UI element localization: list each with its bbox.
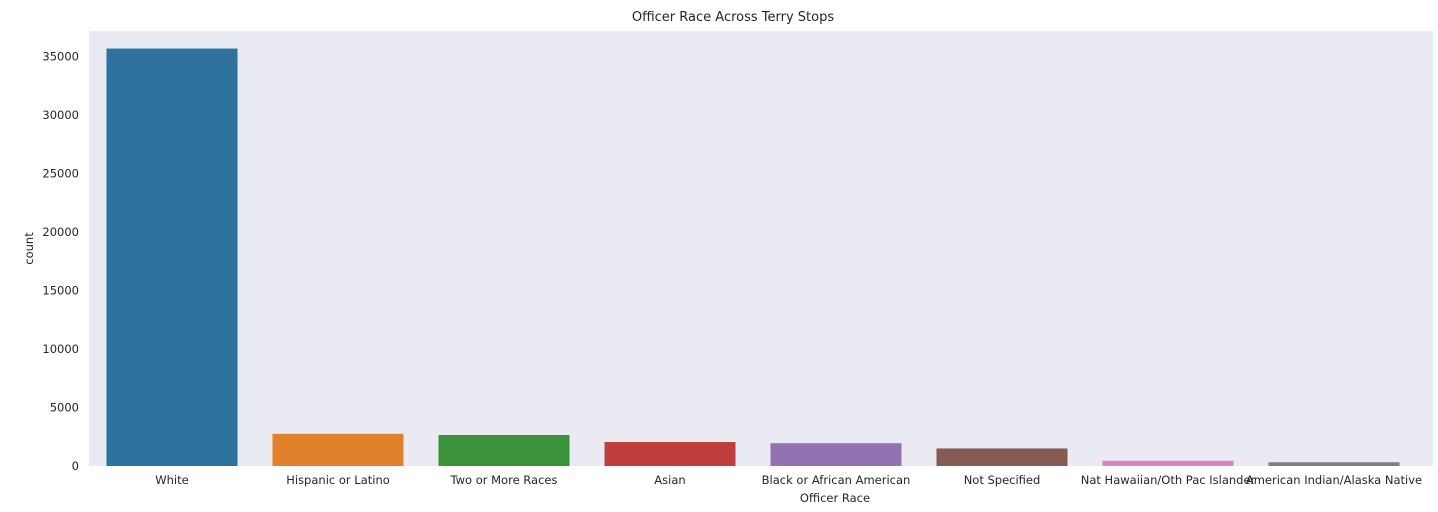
y-tick-label: 25000 (42, 167, 79, 181)
x-tick-label: Asian (654, 473, 685, 487)
bar-not-specified (936, 448, 1068, 466)
y-axis-label: count (22, 232, 36, 265)
bar-asian (604, 442, 736, 466)
bar-white (106, 48, 238, 467)
x-tick-label: Not Specified (964, 473, 1041, 487)
x-tick-label: Hispanic or Latino (286, 473, 390, 487)
x-tick-label: Two or More Races (450, 473, 558, 487)
y-tick-label: 35000 (42, 50, 79, 64)
y-tick-label: 15000 (42, 284, 79, 298)
x-tick-label: Black or African American (762, 473, 911, 487)
y-tick-label: 5000 (50, 401, 79, 415)
bar-black-or-african-american (770, 443, 902, 466)
y-tick-label: 30000 (42, 108, 79, 122)
bar-hispanic-or-latino (272, 433, 404, 466)
y-axis-ticks: 0 5000 10000 15000 20000 25000 30000 35000 (42, 50, 79, 473)
y-tick-label: 0 (72, 459, 79, 473)
x-axis-label: Officer Race (800, 491, 870, 505)
y-tick-label: 20000 (42, 225, 79, 239)
y-tick-label: 10000 (42, 342, 79, 356)
bar-two-or-more-races (438, 435, 570, 466)
x-tick-label: American Indian/Alaska Native (1246, 473, 1422, 487)
bar-nat-hawaiian-oth-pac-islander (1102, 460, 1234, 466)
bar-american-indian-alaska-native (1268, 462, 1400, 466)
x-axis-ticks: White Hispanic or Latino Two or More Races… (155, 473, 1422, 487)
x-tick-label: Nat Hawaiian/Oth Pac Islander (1081, 473, 1256, 487)
bars-group (106, 48, 1400, 467)
chart-title: Officer Race Across Terry Stops (632, 10, 834, 25)
plot-area (89, 31, 1433, 466)
x-tick-label: White (155, 473, 188, 487)
